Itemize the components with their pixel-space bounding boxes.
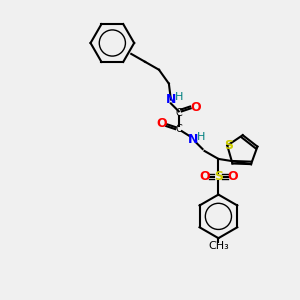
Text: S: S [214,170,223,183]
Text: C: C [176,108,182,118]
Text: S: S [224,139,233,152]
Text: H: H [175,92,183,103]
Text: H: H [196,132,205,142]
Text: C: C [176,124,182,134]
Text: N: N [166,93,176,106]
Text: O: O [157,117,167,130]
Text: O: O [199,170,210,183]
Text: CH₃: CH₃ [208,241,229,251]
Text: O: O [227,170,238,183]
Text: O: O [190,101,201,114]
Text: N: N [188,133,198,146]
